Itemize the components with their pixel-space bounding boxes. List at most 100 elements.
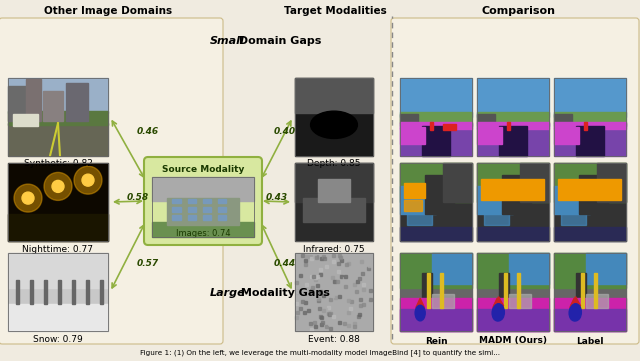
Bar <box>477 186 513 214</box>
Text: Label: Label <box>576 336 604 345</box>
Bar <box>172 216 180 220</box>
Bar <box>319 316 323 319</box>
Bar <box>296 316 298 319</box>
Bar <box>422 126 451 156</box>
Bar <box>44 280 47 304</box>
Bar <box>311 314 314 317</box>
Bar <box>554 114 572 123</box>
Bar <box>8 253 108 331</box>
Bar <box>477 112 549 126</box>
Bar <box>440 273 443 308</box>
Bar <box>218 207 227 212</box>
Bar <box>360 260 363 262</box>
Text: Comparison: Comparison <box>481 6 555 16</box>
Bar <box>328 313 331 316</box>
Bar <box>314 276 317 279</box>
Bar <box>477 127 502 144</box>
Bar <box>422 273 433 304</box>
Bar <box>365 256 369 260</box>
Bar <box>345 263 348 266</box>
Bar <box>594 273 596 308</box>
Bar <box>295 78 373 113</box>
Bar <box>504 273 508 308</box>
Text: 0.44: 0.44 <box>274 258 296 268</box>
Bar <box>321 257 323 260</box>
Bar <box>8 111 108 125</box>
Bar <box>404 200 422 211</box>
Bar <box>361 273 364 275</box>
Bar <box>8 78 108 156</box>
Bar <box>295 78 373 156</box>
Bar <box>296 281 298 284</box>
Bar <box>586 293 608 308</box>
Bar <box>516 273 520 308</box>
Bar <box>307 290 309 293</box>
Bar <box>188 207 196 212</box>
Bar <box>335 304 339 306</box>
Bar <box>325 325 328 327</box>
Bar <box>340 259 343 262</box>
Bar <box>313 321 316 324</box>
Text: 0.57: 0.57 <box>137 258 159 268</box>
Bar <box>295 163 373 241</box>
Text: Nighttime: 0.77: Nighttime: 0.77 <box>22 244 93 253</box>
Bar <box>296 311 299 314</box>
Circle shape <box>82 174 94 186</box>
Bar <box>328 322 331 325</box>
Bar <box>13 114 38 126</box>
Bar <box>554 123 626 156</box>
Bar <box>404 183 425 198</box>
Bar <box>369 298 372 301</box>
Bar <box>554 122 626 129</box>
Text: Snow: 0.79: Snow: 0.79 <box>33 335 83 344</box>
Bar <box>323 257 326 260</box>
Bar <box>72 280 75 304</box>
Bar <box>8 78 108 113</box>
Bar <box>443 163 472 202</box>
Bar <box>218 199 227 203</box>
Bar <box>307 309 310 312</box>
Bar <box>320 323 323 326</box>
Bar <box>400 127 425 144</box>
Bar <box>337 262 340 265</box>
Bar <box>8 123 108 156</box>
Bar <box>100 280 103 304</box>
Bar <box>400 112 472 126</box>
Bar <box>338 255 341 257</box>
Ellipse shape <box>492 305 502 321</box>
Bar <box>584 122 588 130</box>
Bar <box>314 278 317 281</box>
Bar <box>58 280 61 304</box>
Bar <box>477 122 549 129</box>
Bar <box>295 253 373 331</box>
Text: Depth: 0.85: Depth: 0.85 <box>307 160 361 169</box>
Bar <box>400 298 472 331</box>
Bar <box>353 322 356 326</box>
Bar <box>172 207 180 212</box>
Bar <box>188 216 196 220</box>
Ellipse shape <box>570 304 581 321</box>
Bar <box>315 255 318 258</box>
Bar <box>301 254 303 257</box>
Bar <box>400 78 472 117</box>
Bar <box>314 255 316 258</box>
Polygon shape <box>570 298 579 308</box>
Bar <box>400 186 436 214</box>
Bar <box>316 256 318 258</box>
Bar <box>554 227 626 241</box>
Bar <box>322 309 325 312</box>
Bar <box>329 312 332 315</box>
Bar <box>324 265 328 268</box>
Ellipse shape <box>569 305 579 321</box>
Text: Small: Small <box>210 36 245 46</box>
Bar <box>554 186 590 214</box>
Bar <box>554 163 626 241</box>
Bar <box>400 309 472 331</box>
Bar <box>323 257 326 261</box>
Bar <box>344 286 348 288</box>
FancyBboxPatch shape <box>0 18 223 344</box>
Bar <box>203 207 211 212</box>
Bar <box>305 255 308 258</box>
Bar <box>328 319 331 322</box>
Bar <box>319 315 322 318</box>
